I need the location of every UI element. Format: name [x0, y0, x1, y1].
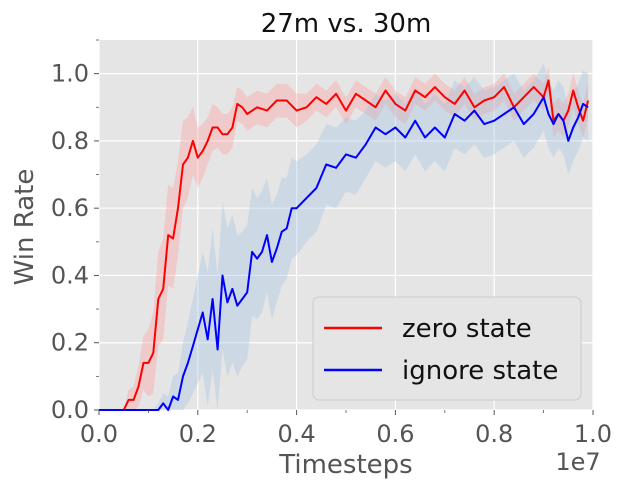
y-tick-label: 0.2 [51, 329, 89, 357]
y-tick-label: 0.0 [51, 396, 89, 424]
y-tick-label: 0.8 [51, 127, 89, 155]
x-tick-label: 0.2 [179, 420, 217, 448]
y-tick-label: 0.6 [51, 194, 89, 222]
line-ignore-state [99, 96, 589, 411]
band-zero-state [99, 66, 589, 411]
x-tick-label: 0.6 [376, 420, 414, 448]
y-tick-label: 0.4 [51, 261, 89, 289]
chart-title: 27m vs. 30m [261, 9, 432, 39]
legend-box [312, 296, 582, 401]
x-tick-label: 0.8 [475, 420, 513, 448]
y-axis-label: Win Rate [10, 169, 40, 286]
line-zero-state [99, 79, 590, 411]
confidence-bands [99, 63, 589, 411]
legend-label-ignore-state: ignore state [402, 356, 558, 386]
legend: zero state ignore state [312, 296, 582, 401]
x-axis-label: Timesteps [278, 450, 412, 480]
grid-lines [98, 40, 594, 411]
x-tick-label: 1.0 [574, 420, 612, 448]
legend-label-zero-state: zero state [402, 314, 532, 344]
x-axis-ticks: 0.0 0.2 0.4 0.6 0.8 1.0 [80, 410, 612, 448]
x-tick-label: 0.0 [80, 420, 118, 448]
band-ignore-state [99, 63, 589, 410]
x-tick-label: 0.4 [278, 420, 316, 448]
y-tick-label: 1.0 [51, 60, 89, 88]
x-axis-offset-label: 1e7 [555, 448, 600, 476]
series-lines [99, 79, 590, 411]
y-axis-ticks: 0.0 0.2 0.4 0.6 0.8 1.0 [51, 39, 99, 424]
